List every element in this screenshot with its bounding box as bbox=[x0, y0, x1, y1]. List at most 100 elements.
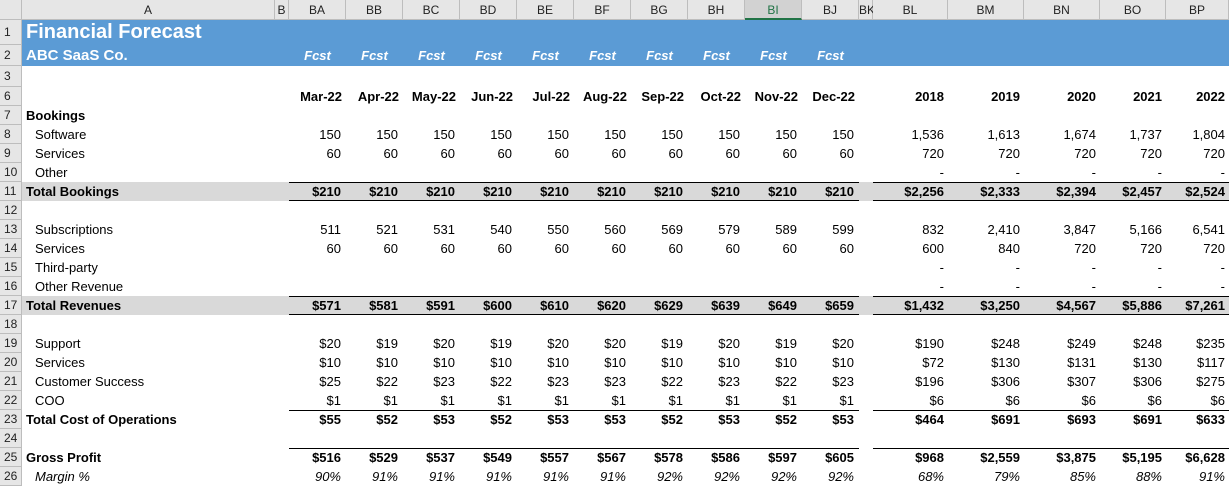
column-header[interactable]: BF bbox=[574, 0, 631, 20]
cell-value: $1 bbox=[725, 393, 740, 408]
row-header[interactable]: 18 bbox=[0, 315, 22, 334]
cell-value: $6 bbox=[1081, 393, 1096, 408]
cell-value: $3,250 bbox=[980, 298, 1020, 313]
cell-value: 150 bbox=[604, 127, 626, 142]
row-header[interactable]: 25 bbox=[0, 448, 22, 467]
column-header[interactable]: BK bbox=[859, 0, 875, 20]
row-header[interactable]: 23 bbox=[0, 410, 22, 429]
column-header[interactable]: BN bbox=[1024, 0, 1100, 20]
row-label: Total Bookings bbox=[26, 184, 119, 199]
column-header[interactable]: A bbox=[22, 0, 275, 20]
forecast-label: Fcst bbox=[817, 48, 844, 63]
year-header: 2022 bbox=[1196, 89, 1225, 104]
row-header[interactable]: 7 bbox=[0, 106, 22, 125]
cell-value: 79% bbox=[993, 469, 1020, 484]
column-header[interactable]: BD bbox=[460, 0, 517, 20]
cell-value: 511 bbox=[320, 222, 341, 237]
row-label: Other Revenue bbox=[35, 279, 124, 294]
cell-value: $52 bbox=[490, 412, 512, 427]
cell-value: 92% bbox=[656, 469, 683, 484]
cell-value: $306 bbox=[1133, 374, 1162, 389]
column-header[interactable]: BE bbox=[517, 0, 574, 20]
column-header[interactable]: BJ bbox=[802, 0, 859, 20]
row-header[interactable]: 15 bbox=[0, 258, 22, 277]
forecast-label: Fcst bbox=[646, 48, 673, 63]
row-header[interactable]: 14 bbox=[0, 239, 22, 258]
year-header: 2019 bbox=[991, 89, 1020, 104]
cell-value: $10 bbox=[604, 355, 626, 370]
row-header[interactable]: 2 bbox=[0, 45, 22, 66]
column-header[interactable]: B bbox=[275, 0, 289, 20]
cell-value: $1 bbox=[497, 393, 512, 408]
row-header[interactable]: 19 bbox=[0, 334, 22, 353]
row-header[interactable]: 24 bbox=[0, 429, 22, 448]
cell-value: $210 bbox=[483, 184, 512, 199]
column-header[interactable]: BG bbox=[631, 0, 688, 20]
cell-value: 579 bbox=[718, 222, 740, 237]
cell-value: 60 bbox=[497, 241, 512, 256]
column-header[interactable]: BL bbox=[873, 0, 948, 20]
cell-value: 521 bbox=[376, 222, 398, 237]
column-header[interactable]: BA bbox=[289, 0, 346, 20]
row-header[interactable]: 11 bbox=[0, 182, 22, 201]
cell-value: 60 bbox=[611, 146, 626, 161]
cell-value: $55 bbox=[319, 412, 341, 427]
cell-value: $10 bbox=[319, 355, 341, 370]
total-line bbox=[289, 448, 859, 467]
cell-value: 91% bbox=[428, 469, 455, 484]
row-header[interactable]: 1 bbox=[0, 20, 22, 45]
total-line bbox=[289, 296, 859, 315]
row-header[interactable]: 8 bbox=[0, 125, 22, 144]
column-header[interactable]: BP bbox=[1166, 0, 1229, 20]
row-label: Services bbox=[35, 241, 85, 256]
column-header[interactable]: BO bbox=[1100, 0, 1166, 20]
row-header[interactable]: 6 bbox=[0, 87, 22, 106]
month-header: Jun-22 bbox=[471, 89, 513, 104]
row-header[interactable]: 10 bbox=[0, 163, 22, 182]
row-header[interactable]: 13 bbox=[0, 220, 22, 239]
title-band bbox=[22, 20, 1229, 66]
cell-value: - bbox=[1220, 260, 1225, 275]
total-line bbox=[873, 410, 1229, 429]
cell-value: 569 bbox=[661, 222, 683, 237]
cell-value: $19 bbox=[490, 336, 512, 351]
cell-value: 91% bbox=[1198, 469, 1225, 484]
row-header[interactable]: 3 bbox=[0, 66, 22, 87]
row-header[interactable]: 26 bbox=[0, 467, 22, 486]
cell-value: $248 bbox=[1133, 336, 1162, 351]
cell-value: $2,559 bbox=[980, 450, 1020, 465]
cell-value: $22 bbox=[661, 374, 683, 389]
cell-value: 840 bbox=[998, 241, 1020, 256]
month-header: Aug-22 bbox=[582, 89, 627, 104]
row-header[interactable]: 17 bbox=[0, 296, 22, 315]
cell-value: 60 bbox=[611, 241, 626, 256]
row-header[interactable]: 20 bbox=[0, 353, 22, 372]
column-header[interactable]: BM bbox=[948, 0, 1024, 20]
cell-value: $1 bbox=[668, 393, 683, 408]
cell-value: 60 bbox=[440, 146, 455, 161]
column-header[interactable]: BB bbox=[346, 0, 403, 20]
row-header[interactable]: 16 bbox=[0, 277, 22, 296]
cell-value: 60 bbox=[668, 241, 683, 256]
cell-value: $1 bbox=[383, 393, 398, 408]
cell-value: 60 bbox=[668, 146, 683, 161]
column-header[interactable]: BI bbox=[745, 0, 802, 20]
cell-value: $7,261 bbox=[1185, 298, 1225, 313]
cell-value: $586 bbox=[711, 450, 740, 465]
row-label: Third-party bbox=[35, 260, 98, 275]
row-header[interactable]: 12 bbox=[0, 201, 22, 220]
cell-value: 720 bbox=[922, 146, 944, 161]
column-header[interactable]: BC bbox=[403, 0, 460, 20]
column-header[interactable]: BH bbox=[688, 0, 745, 20]
row-header[interactable]: 9 bbox=[0, 144, 22, 163]
cell-value: $5,886 bbox=[1122, 298, 1162, 313]
row-header[interactable]: 21 bbox=[0, 372, 22, 391]
cell-value: $629 bbox=[654, 298, 683, 313]
month-header: May-22 bbox=[411, 89, 456, 104]
cell-value: $605 bbox=[825, 450, 854, 465]
cell-value: 720 bbox=[1203, 146, 1225, 161]
cell-value: $2,394 bbox=[1056, 184, 1096, 199]
cell-value: $52 bbox=[661, 412, 683, 427]
row-header[interactable]: 22 bbox=[0, 391, 22, 410]
